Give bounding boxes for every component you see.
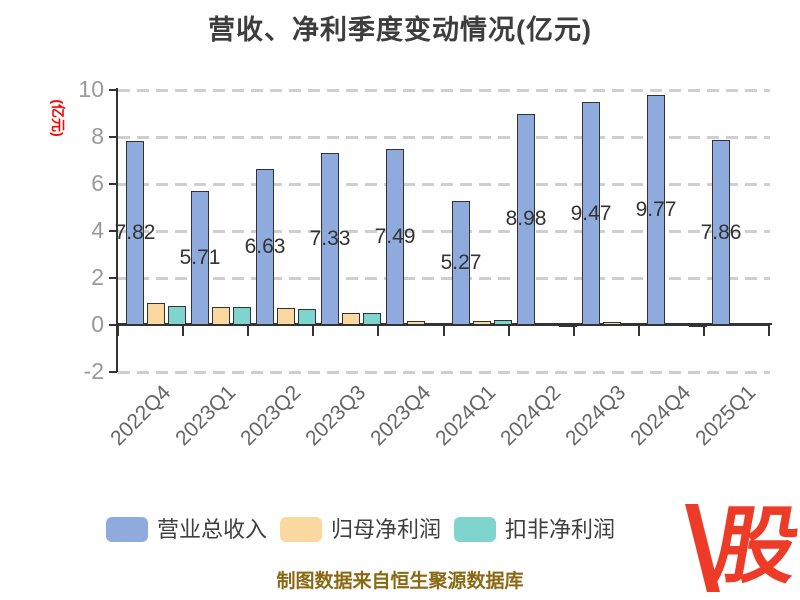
logo-character: 股 [705, 499, 800, 593]
legend-label-non-gaap-profit: 扣非净利润 [505, 517, 616, 542]
gridline-8 [118, 136, 770, 139]
x-tick-mark-3 [312, 326, 314, 336]
gridline-10 [118, 89, 770, 92]
bar-revenue-2024Q3 [582, 102, 600, 325]
value-label-2024Q2: 8.98 [505, 207, 547, 230]
y-tick-label--2: -2 [83, 358, 104, 384]
bar-net-profit-2025Q1 [733, 323, 751, 325]
x-tick-mark-0 [117, 326, 119, 336]
bar-revenue-2024Q2 [517, 114, 535, 325]
bar-non-gaap-2023Q4 [428, 323, 446, 325]
bar-net-profit-2023Q4 [407, 321, 425, 325]
gridline--2 [118, 371, 770, 374]
bar-non-gaap-2025Q1 [754, 323, 772, 325]
value-label-2023Q4: 7.49 [374, 225, 416, 248]
value-label-2024Q4: 9.77 [635, 198, 677, 221]
chart-title: 营收、净利季度变动情况(亿元) [208, 15, 592, 45]
y-tick-mark-6 [109, 183, 117, 185]
bar-revenue-2023Q4 [386, 149, 404, 325]
y-tick-label-6: 6 [91, 170, 104, 196]
y-tick-mark-10 [109, 89, 117, 91]
value-label-2025Q1: 7.86 [700, 221, 742, 244]
legend-label-revenue: 营业总收入 [157, 517, 268, 542]
bar-net-profit-2023Q3 [342, 313, 360, 325]
value-label-2023Q2: 6.63 [244, 235, 286, 258]
y-tick-label-4: 4 [91, 217, 104, 243]
bar-net-profit-2024Q1 [473, 321, 491, 325]
non-gaap-swatch-icon [454, 517, 497, 542]
x-tick-mark-7 [573, 326, 575, 336]
x-tick-mark-2 [247, 326, 249, 336]
bar-net-profit-2023Q2 [277, 308, 295, 325]
y-tick-mark-8 [109, 136, 117, 138]
bar-non-gaap-2024Q4 [689, 325, 707, 327]
y-tick-mark-2 [109, 277, 117, 279]
value-label-2023Q3: 7.33 [309, 227, 351, 250]
legend: 营业总收入 归母净利润 扣非净利润 [106, 517, 615, 542]
legend-label-net-profit: 归母净利润 [331, 517, 442, 542]
legend-item-net-profit: 归母净利润 [280, 517, 441, 542]
data-source-note: 制图数据来自恒生聚源数据库 [276, 571, 524, 592]
gridline-4 [118, 230, 770, 233]
bar-non-gaap-2023Q3 [363, 313, 381, 325]
bar-non-gaap-2022Q4 [168, 306, 186, 325]
value-label-2022Q4: 7.82 [114, 221, 156, 244]
bar-net-profit-2024Q3 [603, 322, 621, 325]
value-label-2024Q3: 9.47 [570, 202, 612, 225]
x-tick-mark-5 [443, 326, 445, 336]
bar-net-profit-2024Q2 [538, 323, 556, 325]
value-label-2023Q1: 5.71 [179, 246, 221, 269]
bar-non-gaap-2023Q2 [298, 309, 316, 325]
bar-revenue-2024Q4 [647, 95, 665, 325]
bar-revenue-2022Q4 [126, 141, 144, 325]
y-tick-label-0: 0 [91, 311, 104, 337]
bar-non-gaap-2024Q2 [559, 325, 577, 327]
gridline-6 [118, 183, 770, 186]
x-tick-mark-10 [768, 326, 770, 336]
x-tick-mark-6 [508, 326, 510, 336]
revenue-swatch-icon [106, 517, 148, 542]
bar-non-gaap-2024Q3 [624, 323, 642, 325]
y-tick-label-8: 8 [91, 123, 104, 149]
bar-net-profit-2022Q4 [147, 303, 165, 325]
y-tick-label-10: 10 [78, 76, 104, 102]
gridline-2 [118, 277, 770, 280]
bar-net-profit-2024Q4 [668, 323, 686, 325]
y-tick-mark--2 [109, 371, 117, 373]
legend-item-revenue: 营业总收入 [106, 517, 267, 542]
bar-revenue-2024Q1 [452, 201, 470, 325]
x-tick-mark-4 [377, 326, 379, 336]
y-tick-label-2: 2 [91, 264, 104, 290]
stock-logo: 股 [685, 496, 800, 598]
y-axis-line [116, 88, 118, 372]
y-tick-mark-4 [109, 230, 117, 232]
bar-non-gaap-2024Q1 [494, 320, 512, 325]
bar-net-profit-2023Q1 [212, 307, 230, 325]
value-label-2024Q1: 5.27 [440, 251, 482, 274]
x-tick-mark-8 [638, 326, 640, 336]
bar-revenue-2023Q1 [191, 191, 209, 325]
bar-revenue-2023Q2 [256, 169, 274, 325]
x-tick-mark-9 [703, 326, 705, 336]
bar-non-gaap-2023Q1 [233, 307, 251, 325]
x-tick-mark-1 [182, 326, 184, 336]
legend-item-non-gaap-profit: 扣非净利润 [454, 517, 615, 542]
net-profit-swatch-icon [280, 517, 323, 542]
y-tick-mark-0 [109, 324, 117, 326]
bar-revenue-2025Q1 [712, 140, 730, 325]
bar-revenue-2023Q3 [321, 153, 339, 325]
